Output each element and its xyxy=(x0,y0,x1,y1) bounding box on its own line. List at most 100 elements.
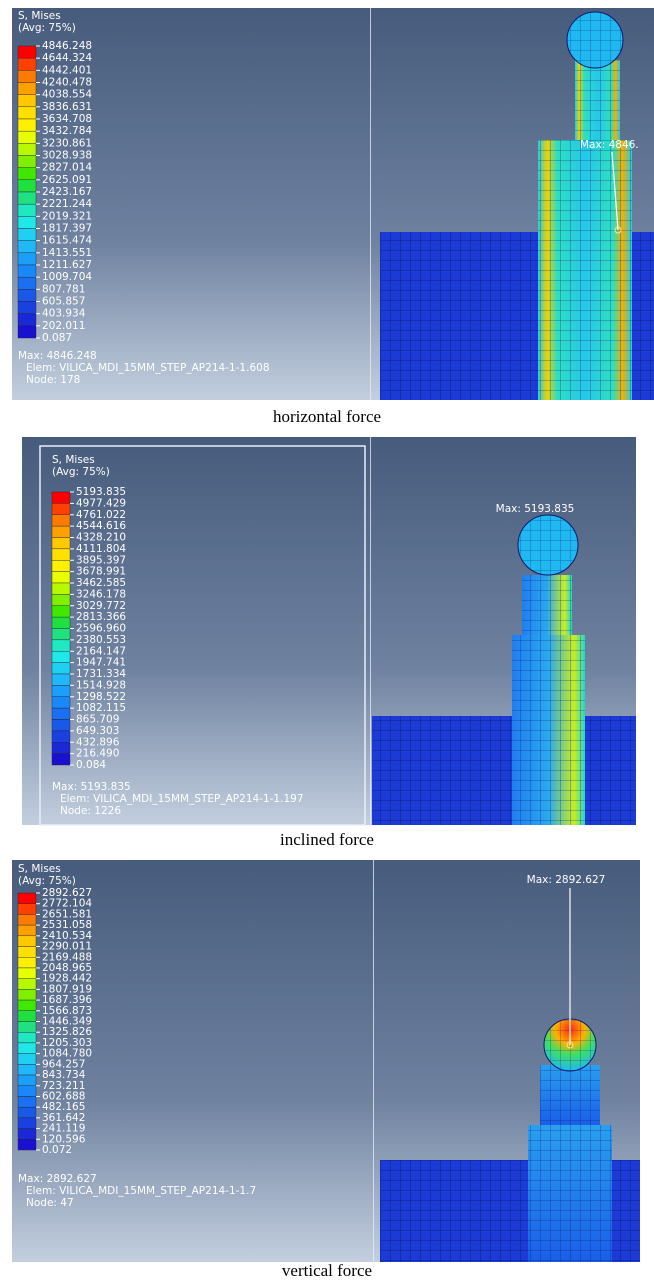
caption: vertical force xyxy=(282,1261,372,1280)
legend-color-band xyxy=(18,204,36,216)
legend-color-band xyxy=(18,925,36,936)
legend-value: 4761.022 xyxy=(76,509,126,521)
legend-value: 1009.704 xyxy=(42,271,92,283)
max-line: Max: 5193.835 xyxy=(52,781,131,793)
legend-color-band xyxy=(52,674,70,685)
legend-color-band xyxy=(18,302,36,314)
legend-value: 1082.115 xyxy=(76,702,126,714)
legend-value: 1947.741 xyxy=(76,657,126,669)
legend-color-band xyxy=(18,1064,36,1075)
legend-color-band xyxy=(52,754,70,765)
max-annotation: Max: 4846. xyxy=(580,139,639,151)
legend-value: 0.084 xyxy=(76,759,106,771)
legend-title: S, Mises xyxy=(52,454,95,466)
legend-color-band xyxy=(18,95,36,107)
legend-color-band xyxy=(18,289,36,301)
legend-color-band xyxy=(18,947,36,958)
head-mesh xyxy=(518,515,578,575)
caption: horizontal force xyxy=(273,407,381,426)
legend-color-band xyxy=(18,46,36,58)
legend-value: 649.303 xyxy=(76,725,119,737)
legend-color-band xyxy=(18,979,36,990)
legend-value: 2813.366 xyxy=(76,611,126,623)
legend-value: 1731.334 xyxy=(76,668,126,680)
legend-color-band xyxy=(18,904,36,915)
legend-value: 1615.474 xyxy=(42,235,92,247)
legend-color-band xyxy=(18,1075,36,1086)
legend-color-band xyxy=(52,651,70,662)
legend-color-band xyxy=(18,893,36,904)
legend-color-band xyxy=(18,936,36,947)
legend-value: 2380.553 xyxy=(76,634,126,646)
figure: Max: 4846.S, Mises(Avg: 75%)4846.2484644… xyxy=(0,0,654,1281)
legend-color-band xyxy=(18,968,36,979)
legend-value: 432.896 xyxy=(76,736,120,748)
legend-value: 3634.708 xyxy=(42,113,92,125)
node-line: Node: 47 xyxy=(26,1197,74,1209)
legend-color-band xyxy=(18,1054,36,1065)
legend-color-band xyxy=(52,560,70,571)
legend-color-band xyxy=(52,663,70,674)
legend-value: 3462.585 xyxy=(76,577,126,589)
legend-value: 3028.938 xyxy=(42,150,92,162)
legend-value: 3836.631 xyxy=(42,101,92,113)
legend-color-band xyxy=(52,685,70,696)
legend-color-band xyxy=(18,1139,36,1150)
legend-value: 1413.551 xyxy=(42,247,92,259)
legend-value: 2596.960 xyxy=(76,623,126,635)
neck-mesh xyxy=(575,60,620,140)
legend-title: S, Mises xyxy=(18,10,61,22)
legend-value: 0.087 xyxy=(42,332,72,344)
elem-line: Elem: VILICA_MDI_15MM_STEP_AP214-1-1.197 xyxy=(60,793,304,805)
legend-value: 2827.014 xyxy=(42,162,92,174)
legend-color-band xyxy=(18,1000,36,1011)
legend-color-band xyxy=(52,572,70,583)
column-mesh xyxy=(538,140,632,400)
legend-color-band xyxy=(18,192,36,204)
fea-panel: Max: 2892.627S, Mises(Avg: 75%)2892.6272… xyxy=(12,860,640,1262)
legend-color-band xyxy=(18,241,36,253)
legend-value: 1514.928 xyxy=(76,679,126,691)
legend-color-band xyxy=(18,253,36,265)
legend-value: 4328.210 xyxy=(76,532,126,544)
neck-mesh xyxy=(522,575,572,635)
node-line: Node: 1226 xyxy=(60,805,121,817)
legend-value: 1817.397 xyxy=(42,223,92,235)
legend-value: 1298.522 xyxy=(76,691,126,703)
legend-color-band xyxy=(18,1096,36,1107)
legend-color-band xyxy=(18,180,36,192)
legend-color-band xyxy=(18,265,36,277)
legend-color-band xyxy=(18,229,36,241)
legend-color-band xyxy=(18,326,36,338)
legend-color-band xyxy=(18,131,36,143)
legend-color-band xyxy=(18,914,36,925)
legend-color-band xyxy=(52,629,70,640)
legend-color-band xyxy=(52,697,70,708)
legend-color-band xyxy=(52,606,70,617)
legend-color-band xyxy=(18,1011,36,1022)
legend-color-band xyxy=(18,168,36,180)
max-annotation: Max: 2892.627 xyxy=(527,874,606,886)
legend-color-band xyxy=(18,1086,36,1097)
legend-value: 216.490 xyxy=(76,748,119,760)
legend-cover xyxy=(22,437,370,825)
legend-color-band xyxy=(18,70,36,82)
legend-color-band xyxy=(18,143,36,155)
legend-color-band xyxy=(52,731,70,742)
legend-color-band xyxy=(52,515,70,526)
legend-color-band xyxy=(18,1118,36,1129)
elem-line: Elem: VILICA_MDI_15MM_STEP_AP214-1-1.608 xyxy=(26,362,270,374)
legend-value: 3029.772 xyxy=(76,600,126,612)
legend-color-band xyxy=(18,1129,36,1140)
legend-color-band xyxy=(52,549,70,560)
legend-color-band xyxy=(18,277,36,289)
legend-value: 4644.324 xyxy=(42,52,92,64)
legend-color-band xyxy=(18,989,36,1000)
legend-color-band xyxy=(52,617,70,628)
legend-value: 2221.244 xyxy=(42,198,92,210)
legend-value: 3230.861 xyxy=(42,137,92,149)
legend-color-band xyxy=(52,640,70,651)
legend-color-band xyxy=(52,583,70,594)
legend-value: 865.709 xyxy=(76,714,119,726)
legend-color-band xyxy=(18,119,36,131)
